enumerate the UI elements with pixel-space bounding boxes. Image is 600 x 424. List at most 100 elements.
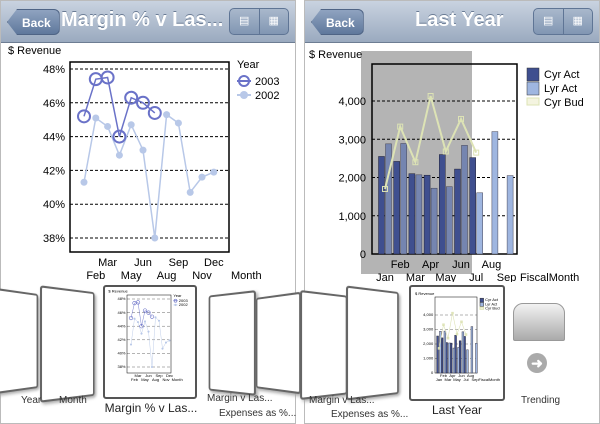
thumbnail-expenses[interactable] [346,285,399,400]
legend-label: 2002 [255,90,279,102]
y-tick-label: 1,000 [423,356,434,361]
bar-lyr-act [453,348,455,373]
y-tick-label: 44% [117,323,125,328]
data-point-2002 [116,152,123,159]
x-tick-label: Sep [169,257,189,269]
navigation-bar: Back Margin % v Las... ▤ ▦ [1,1,295,43]
y-tick-label: 38% [117,364,125,369]
thumbnail-current[interactable]: $ Revenue 38% 40% 42% 44% 46% 48% Mar Jun Sep Dec F… [103,285,197,399]
legend-swatch [527,68,539,81]
trending-stack-icon[interactable] [513,303,565,341]
data-point-2002 [210,169,217,176]
data-point-2002 [140,147,147,154]
y-tick-label: 2,000 [338,173,366,185]
bar-lyr-act [467,350,469,373]
book-icon[interactable]: ▤ [230,9,260,34]
data-point-2002 [161,348,163,350]
data-point-2002 [168,339,170,341]
navigation-bar: Back Last Year ▤ ▦ [305,1,599,43]
bar-lyr-act [507,176,513,254]
data-point-2002 [165,341,167,343]
x-axis-label: Month [172,377,183,382]
thumbnail-year[interactable] [0,288,38,395]
data-point-2002 [81,179,88,186]
bar-lyr-act [446,187,452,254]
thumbnail-margin-v-last[interactable] [209,290,256,396]
data-point-2002 [144,320,146,322]
y-tick-label: 3,000 [423,327,434,332]
grid-icon[interactable]: ▦ [564,9,593,34]
report-carousel[interactable]: Margin v Las... Expenses as %... $ Reven… [305,283,599,423]
thumbnail-expenses[interactable] [256,292,301,395]
y-tick-label: 2,000 [423,341,434,346]
bar-cyr-act [394,161,400,254]
thumbnail-label: Margin v Las... [207,393,273,404]
x-tick-label: Nov [192,270,212,282]
report-carousel[interactable]: Year Month $ Revenue 38% 40% 42% 44% 46% 48% Ma… [1,283,295,423]
arrow-right-icon[interactable]: ➜ [527,353,547,373]
bar-cyr-act [424,175,430,254]
legend-label: Lyr Act [544,83,577,95]
y-axis-label: $ Revenue [8,45,61,57]
left-screen: Back Margin % v Las... ▤ ▦ $ Revenue 38% 4… [0,0,296,424]
legend-swatch [480,298,484,302]
view-toggle: ▤ ▦ [229,8,289,35]
data-point-2002 [163,111,170,118]
x-tick-label: Jan [436,377,442,382]
thumbnail-label: Margin v Las... [309,395,375,406]
y-tick-label: 3,000 [338,134,366,146]
y-tick-label: 40% [117,351,125,356]
bar-cyr-act [437,336,439,373]
book-icon[interactable]: ▤ [534,9,564,34]
data-point-2002 [151,366,153,368]
trending-label[interactable]: Trending [521,395,560,406]
bar-cyr-act [379,156,385,254]
back-button[interactable]: Back [311,9,364,35]
x-tick-label: Feb [391,259,410,271]
thumbnail-current[interactable]: $ Revenue 0 1,000 2,000 3,000 4,000 Feb Apr Jun A… [409,285,505,401]
current-report-label: Margin % v Las... [101,401,201,415]
legend-swatch [527,82,539,95]
thumbnail-margin-v-last[interactable] [300,290,347,400]
data-point-2002 [128,121,135,128]
bar-lyr-act [492,132,498,254]
x-tick-label: Mar [98,257,117,269]
bar-lyr-act [477,193,483,254]
thumbnail-label: Month [59,395,87,406]
y-tick-label: 38% [43,233,65,245]
x-tick-label: Mar [406,272,425,282]
bar-lyr-act [476,343,478,373]
x-tick-label: Sep [497,272,517,282]
thumbnail-label: Expenses as %... [331,409,408,420]
page-title: Margin % v Las... [61,9,223,32]
grid-icon[interactable]: ▦ [260,9,289,34]
data-point-2002 [154,316,156,318]
data-point-2002 [158,320,160,322]
thumbnail-line-chart: $ Revenue38%40%42%44%46%48%Mar Jun Sep DecF… [105,287,195,397]
x-tick-label: Aug [482,259,502,271]
right-screen: Back Last Year ▤ ▦ $ Revenue 0 1,000 2,000 3… [304,0,600,424]
margin-line-chart: $ Revenue38%40%42%44%46%48%Mar Jun Sep DecF… [1,44,295,282]
x-tick-label: Jul [463,377,468,382]
thumbnail-label: Year [21,395,41,406]
bar-lyr-act [462,145,468,254]
y-axis-label: $ Revenue [309,49,362,61]
data-point-2002 [147,331,149,333]
legend-title: Year [237,59,260,71]
y-tick-label: 1,000 [338,211,366,223]
y-tick-label: 48% [117,296,125,301]
thumbnail-month[interactable] [40,285,95,402]
bar-lyr-act [458,347,460,373]
x-tick-label: Feb [86,270,105,282]
y-tick-label: 46% [117,310,125,315]
legend-label: Cyr Bud [485,306,499,311]
x-tick-label: Aug [152,377,159,382]
data-point-2002 [187,189,194,196]
y-axis-label: $ Revenue [415,291,435,296]
x-tick-label: Mar [445,377,453,382]
data-point-2002 [140,333,142,335]
x-tick-label: May [141,377,149,382]
back-button[interactable]: Back [7,9,60,35]
x-tick-label: Jun [452,259,470,271]
bar-cyr-act [455,169,461,254]
